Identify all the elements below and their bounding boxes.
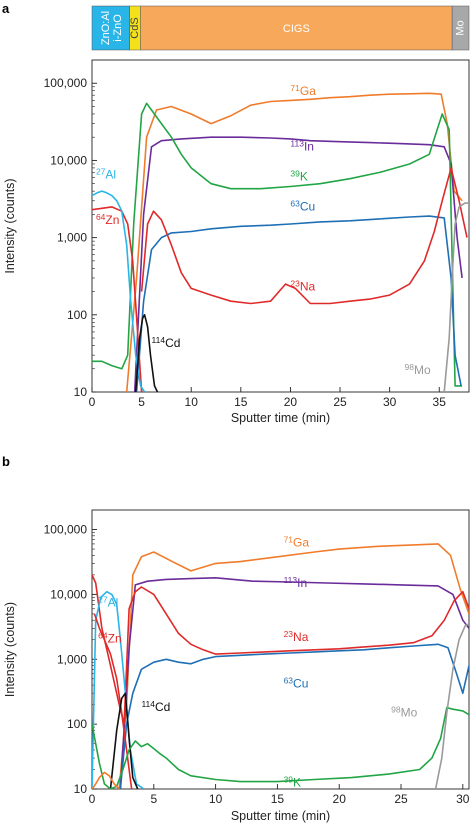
series-cd-label: 114Cd: [141, 699, 170, 714]
series-mo-label: 98Mo: [391, 705, 417, 720]
series-k-label: 39K: [284, 774, 301, 789]
series-na-label: 23Na: [284, 629, 309, 644]
layer-cigs-label: CIGS: [283, 23, 310, 35]
x-tick-label: 15: [234, 395, 248, 409]
series-trace-9-line: [92, 771, 120, 789]
series-ga-line: [125, 92, 463, 392]
x-tick-label: 15: [271, 792, 285, 806]
layer-cds-label: CdS: [129, 17, 141, 38]
series-mo-line: [443, 202, 469, 392]
series-zn-label: 64Zn: [96, 212, 119, 227]
layer-cigs-block: [140, 5, 453, 51]
chart-a: 10 100 1,000 10,000 100,000 0 5 10 15 20 25 30 35 Spu…: [3, 59, 470, 425]
x-tick-label: 35: [433, 395, 447, 409]
x-tick-label: 30: [383, 395, 397, 409]
series-al-line: [92, 590, 145, 789]
x-tick-label: 20: [333, 792, 347, 806]
y-axis-label: Intensity (counts): [3, 178, 17, 273]
x-tick-label: 0: [89, 395, 96, 409]
series-cd-line: [109, 692, 139, 789]
layer-mo-label: Mo: [454, 20, 466, 35]
series-na-label: 23Na: [290, 279, 315, 294]
y-tick-label: 100: [67, 308, 87, 322]
panel-a-label: a: [2, 1, 10, 16]
series-mo-label: 98Mo: [405, 362, 431, 377]
series-cd-label: 114Cd: [152, 335, 181, 350]
series-k-line: [92, 102, 463, 387]
series-mo-line: [434, 623, 469, 789]
series-ga-line: [118, 543, 469, 789]
series-k-line: [92, 706, 469, 789]
series-ga-label: 71Ga: [290, 83, 316, 98]
series-cd-line: [134, 313, 159, 392]
series-cu-label: 63Cu: [284, 675, 309, 690]
layer-zno-al-block: [91, 5, 130, 51]
series-in-label: 113In: [290, 138, 314, 153]
series-al-line: [92, 190, 146, 392]
series-in-line: [133, 136, 463, 392]
x-tick-label: 5: [150, 792, 157, 806]
series-group: [92, 92, 469, 392]
x-axis-label: Sputter time (min): [231, 411, 330, 425]
layer-zno-al-label: ZnO:Al: [100, 11, 112, 45]
series-al-label: 27Al: [96, 167, 116, 182]
x-tick-label: 20: [284, 395, 298, 409]
series-k-label: 39K: [290, 168, 307, 183]
y-tick-label: 1,000: [57, 652, 87, 666]
panel-b-label: b: [2, 454, 10, 469]
x-axis-label: Sputter time (min): [231, 809, 330, 823]
plot-frame: [91, 509, 470, 790]
series-cu-line: [119, 643, 469, 789]
series-zn-line: [93, 613, 133, 789]
x-tick-label: 10: [209, 792, 223, 806]
x-tick-label: 25: [333, 395, 347, 409]
x-tick-label: 10: [185, 395, 199, 409]
plot-frame: [91, 59, 470, 393]
y-tick-label: 10: [74, 385, 88, 399]
y-tick-label: 1,000: [57, 231, 87, 245]
series-group: [92, 543, 469, 789]
series-ga-label: 71Ga: [284, 534, 310, 549]
series-cu-line: [135, 215, 462, 392]
series-in-line: [119, 576, 469, 789]
y-axis-label: Intensity (counts): [3, 602, 17, 697]
layer-mo-block: [451, 5, 470, 51]
y-tick-label: 100: [67, 717, 87, 731]
y-tick-label: 10,000: [50, 153, 87, 167]
series-cu-label: 63Cu: [290, 198, 315, 213]
series-in-label: 113In: [284, 575, 308, 590]
y-tick-label: 100,000: [44, 76, 88, 90]
x-tick-label: 0: [89, 792, 96, 806]
x-tick-label: 5: [138, 395, 145, 409]
y-tick-label: 10,000: [50, 587, 87, 601]
x-tick-label: 25: [394, 792, 408, 806]
series-na-line: [140, 167, 468, 305]
series-zn-line: [92, 206, 143, 392]
layer-izno-label: i-ZnO: [112, 14, 124, 42]
y-tick-label: 100,000: [44, 523, 88, 537]
x-tick-label: 30: [456, 792, 470, 806]
series-zn-label: 64Zn: [98, 631, 121, 646]
layer-structure-bar: ZnO:Al i-ZnO CdS CIGS Mo: [91, 5, 470, 51]
y-tick-label: 10: [74, 782, 88, 796]
series-al-label: 27Al: [98, 595, 118, 610]
chart-b: 10 100 1,000 10,000 100,000 0 5 10 15 20 25 30 Sputt…: [3, 509, 470, 823]
